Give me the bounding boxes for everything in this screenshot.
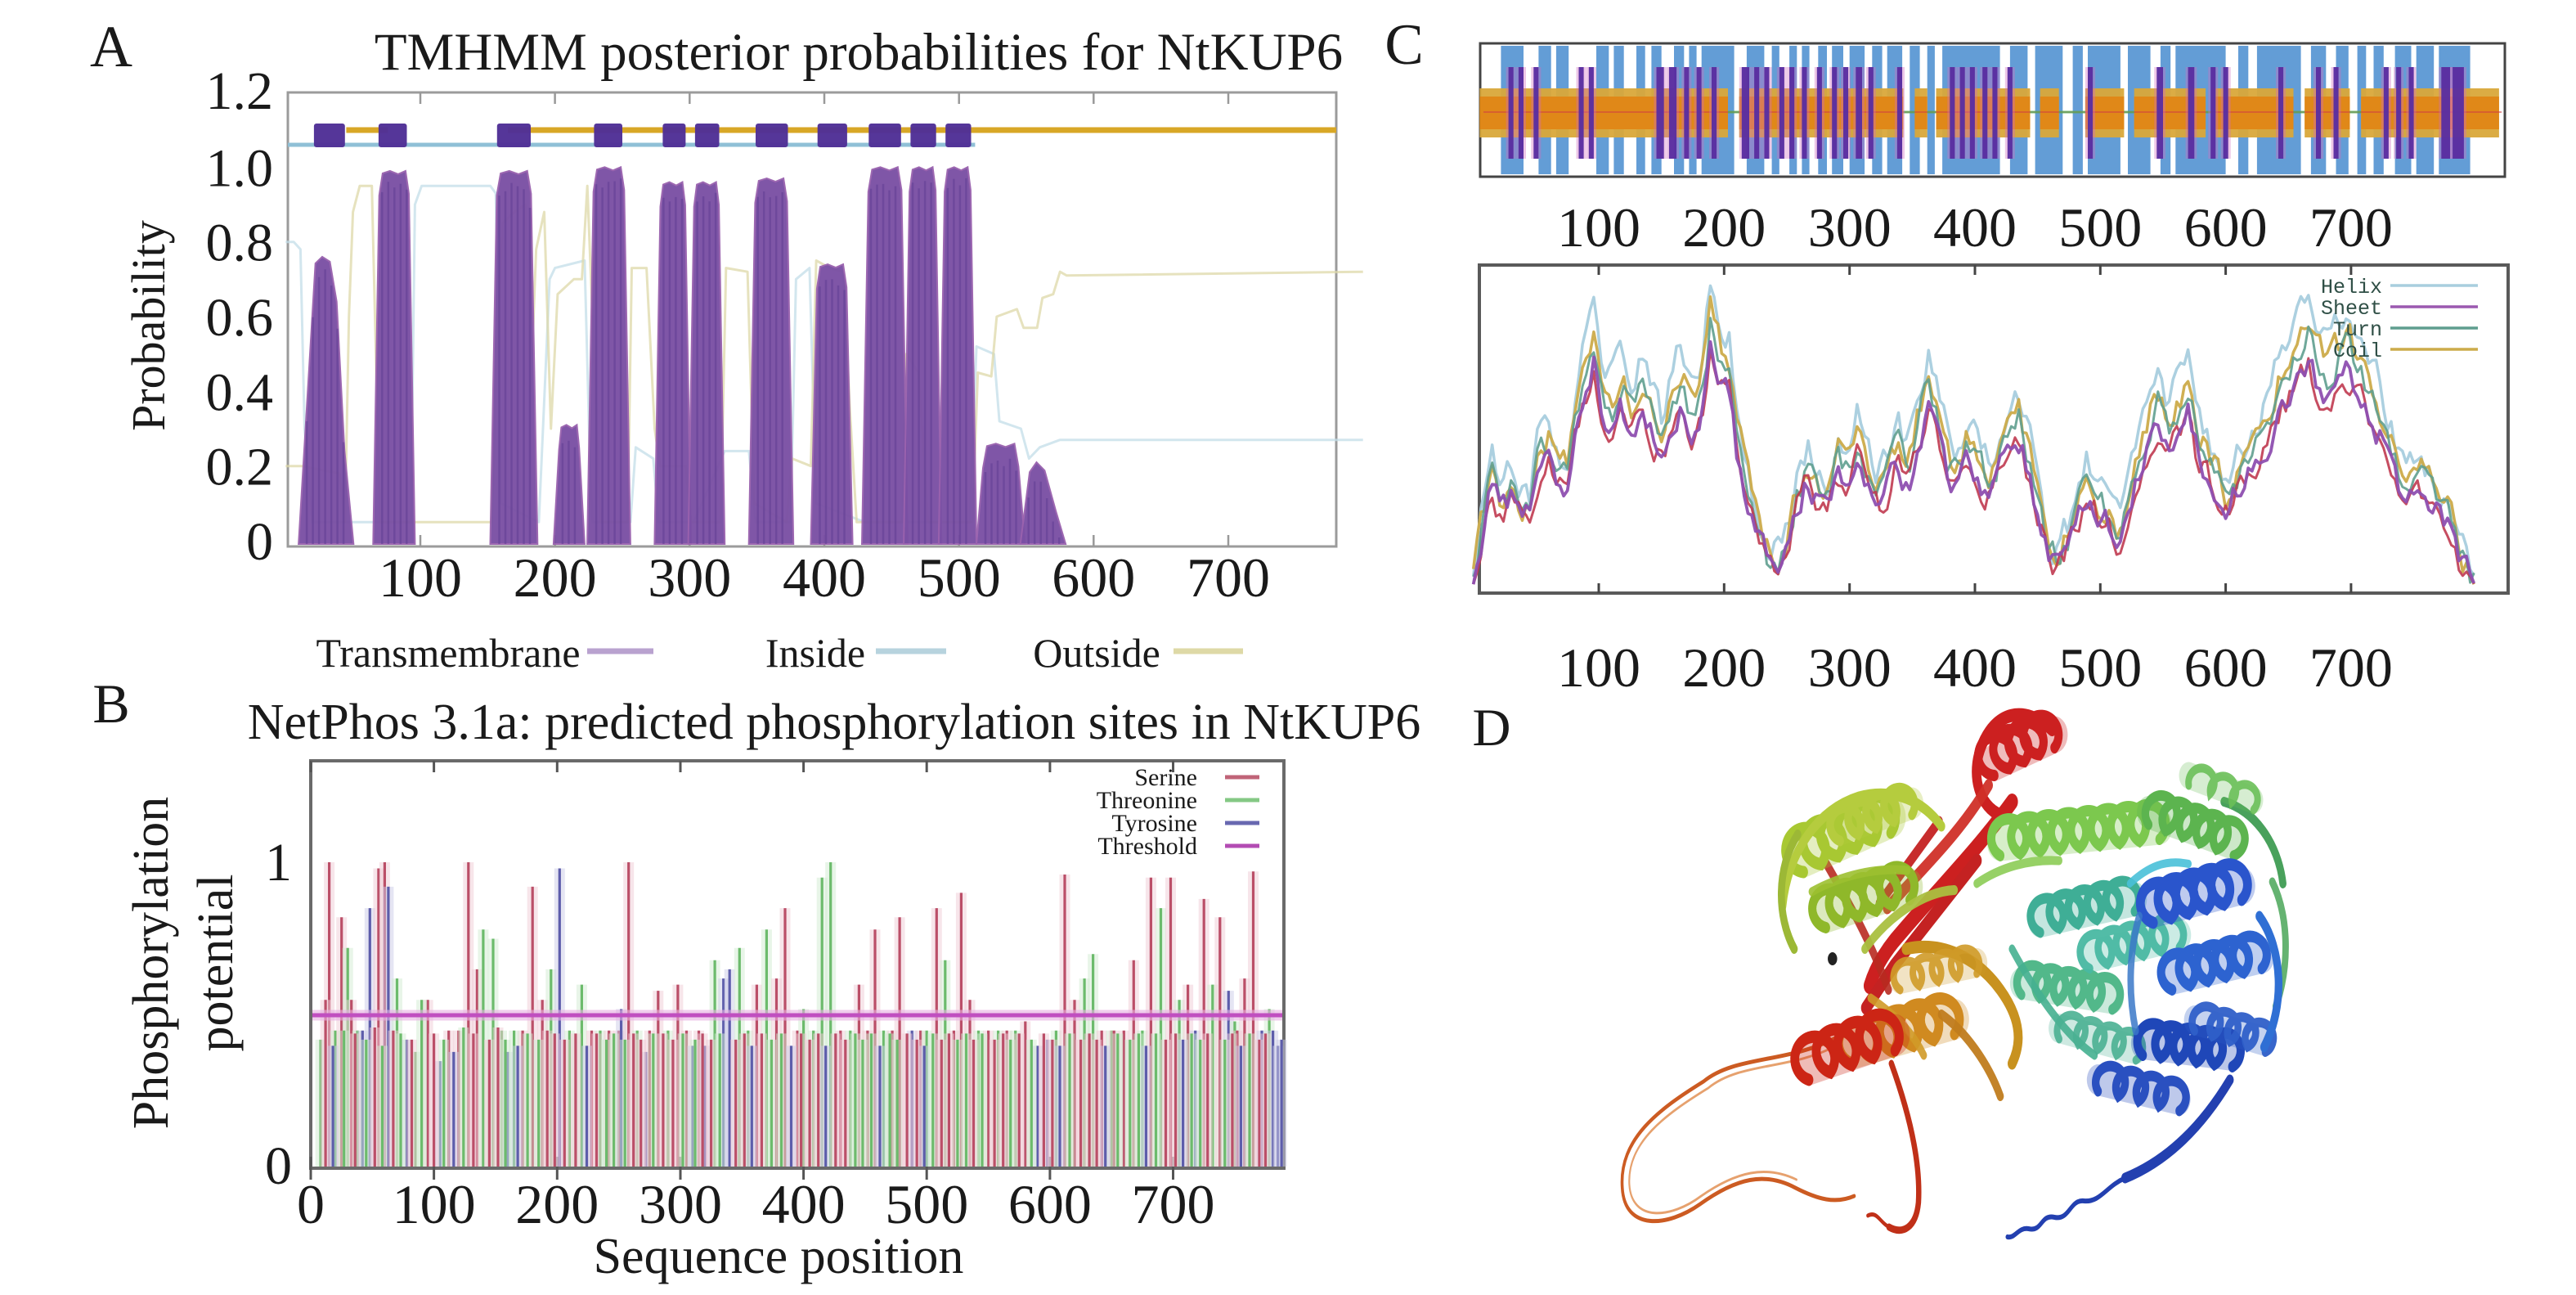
svg-text:0.4: 0.4 [206, 362, 274, 422]
svg-text:400: 400 [1933, 196, 2017, 259]
svg-text:Threshold: Threshold [1097, 833, 1197, 860]
svg-text:NetPhos 3.1a: predicted phosph: NetPhos 3.1a: predicted phosphorylation … [248, 695, 1420, 750]
svg-text:200: 200 [514, 546, 597, 609]
svg-text:100: 100 [1557, 196, 1640, 259]
svg-text:0: 0 [246, 512, 273, 572]
svg-text:600: 600 [1008, 1173, 1092, 1235]
svg-text:400: 400 [783, 546, 866, 609]
svg-text:700: 700 [1132, 1173, 1215, 1235]
svg-text:0: 0 [265, 1136, 292, 1196]
svg-text:100: 100 [393, 1173, 476, 1235]
svg-text:700: 700 [2309, 196, 2393, 259]
svg-text:Inside: Inside [765, 630, 865, 676]
svg-text:400: 400 [1933, 636, 2017, 699]
svg-text:Phosphorylation: Phosphorylation [123, 797, 179, 1129]
svg-text:300: 300 [639, 1173, 722, 1235]
svg-text:600: 600 [2184, 196, 2268, 259]
svg-text:A: A [90, 14, 132, 79]
svg-text:100: 100 [1557, 636, 1640, 699]
svg-text:300: 300 [1808, 636, 1892, 699]
svg-text:500: 500 [2058, 196, 2142, 259]
svg-text:Serine: Serine [1134, 764, 1197, 791]
svg-text:B: B [92, 672, 129, 735]
svg-text:600: 600 [1052, 546, 1135, 609]
svg-text:1: 1 [265, 833, 292, 893]
svg-text:200: 200 [1682, 196, 1766, 259]
svg-text:Coil: Coil [2333, 339, 2382, 363]
svg-text:200: 200 [1682, 636, 1766, 699]
svg-text:Sequence position: Sequence position [594, 1229, 964, 1284]
svg-text:300: 300 [648, 546, 731, 609]
svg-text:Sheet: Sheet [2321, 297, 2382, 321]
svg-text:200: 200 [515, 1173, 599, 1235]
svg-text:400: 400 [762, 1173, 846, 1235]
svg-text:500: 500 [2058, 636, 2142, 699]
svg-text:0.8: 0.8 [206, 214, 274, 273]
svg-text:0: 0 [297, 1173, 325, 1235]
svg-text:TMHMM posterior probabilities: TMHMM posterior probabilities for NtKUP6 [375, 23, 1343, 82]
svg-text:1.0: 1.0 [206, 138, 274, 198]
svg-text:700: 700 [1187, 546, 1270, 609]
svg-text:Helix: Helix [2321, 276, 2382, 299]
svg-text:600: 600 [2184, 636, 2268, 699]
svg-text:700: 700 [2309, 636, 2393, 699]
svg-text:potential: potential [188, 875, 244, 1052]
svg-text:300: 300 [1808, 196, 1892, 259]
svg-text:Probability: Probability [122, 220, 175, 431]
svg-text:D: D [1473, 699, 1511, 758]
svg-text:C: C [1384, 13, 1423, 77]
svg-text:Outside: Outside [1033, 630, 1160, 676]
svg-text:Turn: Turn [2333, 318, 2382, 342]
svg-text:500: 500 [885, 1173, 968, 1235]
svg-text:1.2: 1.2 [206, 61, 274, 121]
svg-text:Transmembrane: Transmembrane [316, 630, 580, 676]
svg-text:0.2: 0.2 [206, 438, 274, 497]
svg-text:Threonine: Threonine [1097, 787, 1197, 814]
svg-text:100: 100 [379, 546, 462, 609]
svg-text:0.6: 0.6 [206, 288, 274, 348]
svg-text:Tyrosine: Tyrosine [1111, 810, 1197, 837]
svg-text:500: 500 [918, 546, 1001, 609]
